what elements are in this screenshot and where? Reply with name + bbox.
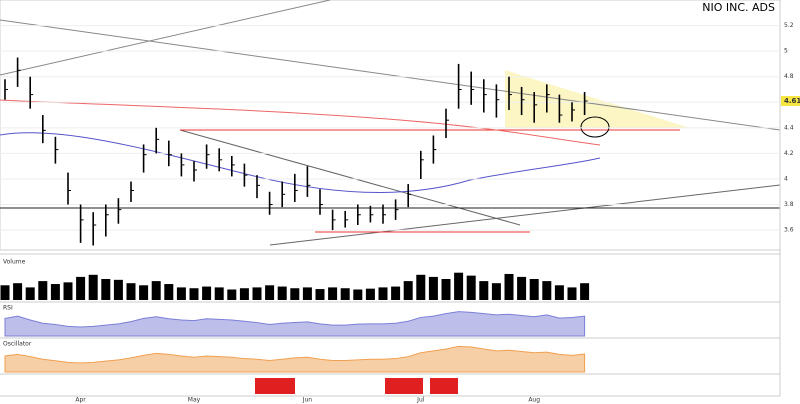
panel-label: Oscillator	[3, 341, 32, 348]
volume-bar	[189, 288, 199, 300]
volume-bar	[491, 283, 501, 300]
volume-bar	[63, 282, 73, 300]
panel-label: RSI	[3, 305, 13, 312]
volume-bar	[567, 287, 577, 300]
volume-bar	[101, 279, 111, 300]
volume-bar	[466, 275, 476, 300]
volume-bar	[126, 283, 136, 300]
last-price-box	[781, 95, 800, 106]
chart-title: NIO INC. ADS	[702, 1, 775, 14]
volume-bar	[315, 289, 325, 300]
trend-line	[269, 184, 781, 246]
volume-bar	[391, 286, 401, 300]
highlight-circle	[580, 116, 610, 138]
volume-bar	[214, 287, 224, 300]
volume-bar	[113, 279, 123, 300]
x-tick-label: May	[188, 397, 201, 404]
volume-bar	[176, 287, 186, 300]
volume-bar	[139, 285, 149, 300]
volume-bar	[50, 284, 60, 300]
volume-bar	[378, 287, 388, 300]
volume-bar	[529, 279, 539, 300]
trend-line	[0, 19, 781, 131]
volume-bar	[239, 288, 249, 300]
volume-bar	[340, 288, 350, 300]
y-tick-label: 4	[784, 175, 788, 182]
trend-line	[0, 0, 331, 76]
volume-bar	[202, 286, 212, 300]
moving-average	[0, 132, 601, 193]
signal-bars	[255, 378, 458, 394]
volume-bar	[265, 285, 275, 300]
volume-bar	[580, 283, 590, 300]
volume-bar	[517, 276, 527, 300]
panel-label: Volume	[3, 259, 26, 266]
x-tick-label: Aug	[528, 397, 540, 404]
y-tick-label: 5.2	[784, 22, 794, 29]
volume-bar	[365, 288, 375, 300]
y-tick-label: 3.8	[784, 201, 794, 208]
volume-bar	[38, 281, 48, 300]
volume-bar	[277, 286, 287, 300]
volume-bar	[554, 285, 564, 300]
volume-bar	[328, 287, 338, 300]
trend-line	[179, 129, 521, 226]
volume-bar	[227, 289, 237, 300]
y-tick-label: 3.6	[784, 227, 794, 234]
volume-bar	[151, 281, 161, 300]
volume-bar	[441, 279, 451, 300]
volume-bar	[479, 281, 489, 300]
volume-bar	[454, 272, 464, 300]
last-price-label: 4.61	[784, 97, 800, 105]
volume-bar	[542, 281, 552, 300]
y-tick-label: 5	[784, 48, 788, 55]
x-tick-label: Apr	[75, 397, 86, 404]
volume-bar	[416, 274, 426, 300]
volume-bar	[13, 283, 23, 300]
volume-bar	[0, 285, 10, 300]
volume-bar	[252, 287, 262, 300]
volume-bar	[88, 274, 98, 300]
volume-bar	[76, 276, 86, 300]
x-tick-label: Jul	[416, 397, 425, 404]
y-tick-label: 4.2	[784, 150, 794, 157]
indicator-area	[4, 311, 586, 337]
volume-bar	[164, 284, 174, 300]
y-tick-label: 4.8	[784, 73, 794, 80]
indicator-area	[4, 345, 586, 373]
moving-average	[0, 99, 601, 146]
volume-bar	[290, 288, 300, 300]
x-tick-label: Jun	[302, 397, 313, 404]
volume-bar	[25, 287, 35, 300]
volume-bar	[428, 276, 438, 300]
volume-bar	[302, 287, 312, 300]
volume-bar	[353, 289, 363, 300]
lower-panels	[0, 0, 781, 397]
volume-bar	[504, 273, 514, 300]
y-tick-label: 4.4	[784, 124, 794, 131]
volume-bar	[403, 281, 413, 300]
triangle-pattern	[505, 70, 690, 128]
